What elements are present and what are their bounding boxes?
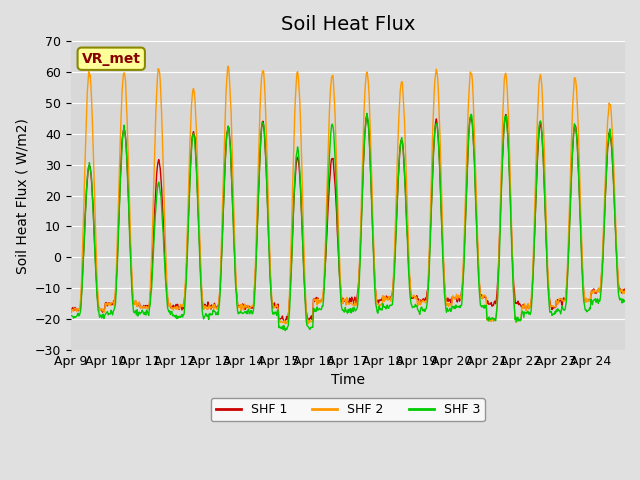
Title: Soil Heat Flux: Soil Heat Flux	[280, 15, 415, 34]
Legend: SHF 1, SHF 2, SHF 3: SHF 1, SHF 2, SHF 3	[211, 398, 485, 421]
Text: VR_met: VR_met	[82, 52, 141, 66]
X-axis label: Time: Time	[331, 373, 365, 387]
Y-axis label: Soil Heat Flux ( W/m2): Soil Heat Flux ( W/m2)	[15, 118, 29, 274]
